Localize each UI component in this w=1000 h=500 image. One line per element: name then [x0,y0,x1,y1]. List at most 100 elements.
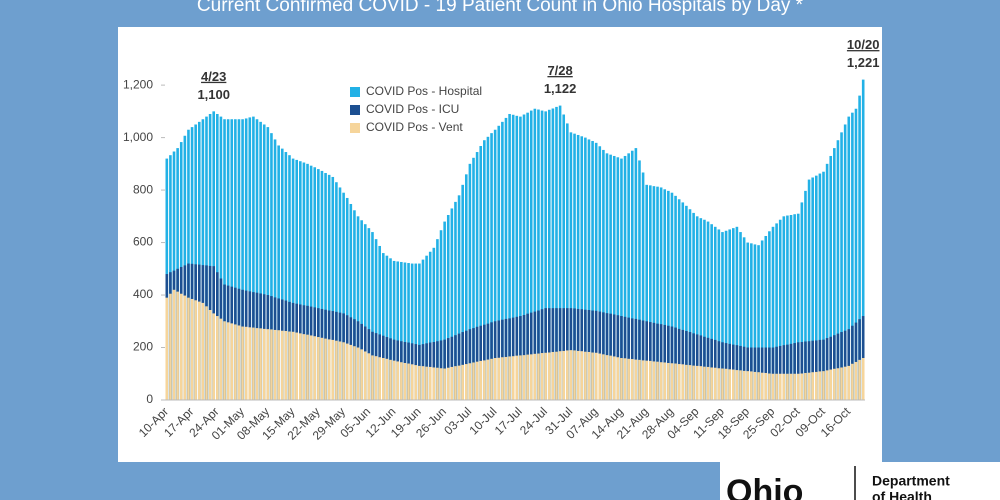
bar [544,111,547,401]
bar [526,112,529,400]
logo-line1: Department [872,473,950,489]
bar [472,157,475,400]
bar [677,364,681,400]
bar [248,327,252,400]
bar [861,358,865,400]
bar [800,202,804,400]
bar [468,363,472,400]
bar [317,169,320,400]
bar [768,373,771,400]
bar [519,355,522,400]
bar [825,338,829,400]
bar [320,170,324,400]
bar [555,351,558,400]
bar [169,293,172,400]
bar [410,364,414,400]
bar [353,346,356,400]
bar [241,326,244,400]
bar [706,366,710,400]
bar [313,336,317,400]
bar [425,366,428,400]
bar [230,323,234,400]
bar [836,368,840,400]
bar [825,163,829,400]
bar [713,226,717,400]
bar [739,232,742,400]
bar [840,332,843,400]
bar [829,155,833,400]
bar [284,152,288,400]
bar [598,353,602,400]
bar [483,140,486,400]
bar [306,163,309,400]
bar [172,289,176,400]
bar [201,119,205,401]
bar [201,302,205,400]
bar [764,236,768,400]
bar [739,370,742,400]
bar [335,182,338,400]
bar [194,300,197,400]
bar [775,373,778,400]
bar [446,367,450,400]
bar [165,297,169,400]
bar [569,132,573,401]
annotation-date: 7/28 [547,63,572,78]
bar [800,342,804,400]
bar [273,329,277,400]
bar [414,263,418,400]
bar [479,360,483,400]
bar [349,203,353,400]
bar [843,124,847,400]
bar [501,357,504,400]
bar [324,338,327,400]
bar [425,255,428,400]
bar [244,326,248,400]
bar [735,370,739,400]
bar [490,358,493,400]
bar [338,341,342,400]
bar [244,118,248,401]
bar [724,230,728,400]
bar [796,373,800,400]
bar [768,231,771,400]
bar [190,298,194,400]
bar [353,210,356,400]
bar [793,343,796,400]
bar [558,105,562,401]
annotation-date: 4/23 [201,69,226,84]
bar [778,373,782,400]
bar [483,360,486,400]
legend-label: COVID Pos - Vent [366,120,463,134]
bar [479,145,483,400]
bar [670,192,674,400]
bar [804,190,807,400]
bar [796,213,800,400]
bar [302,162,306,400]
bar [295,159,298,400]
bar [216,316,219,400]
bar [208,309,212,400]
annotation-value: 1,100 [197,87,230,102]
bar [237,119,241,401]
bar [663,362,667,400]
bar [641,360,645,400]
bar [223,321,226,400]
bar [630,150,634,400]
bar [840,132,843,401]
bar [378,245,381,400]
bar [208,113,212,400]
bar [634,318,638,400]
bar [649,360,652,400]
bar [728,229,731,400]
bar [367,353,371,400]
bar [620,358,623,400]
bar [674,363,677,400]
bar [724,368,728,400]
bar [241,119,244,401]
bar [814,175,818,400]
bar [418,365,421,400]
legend-swatch [350,105,360,115]
bar [205,306,208,400]
bar [681,364,685,400]
